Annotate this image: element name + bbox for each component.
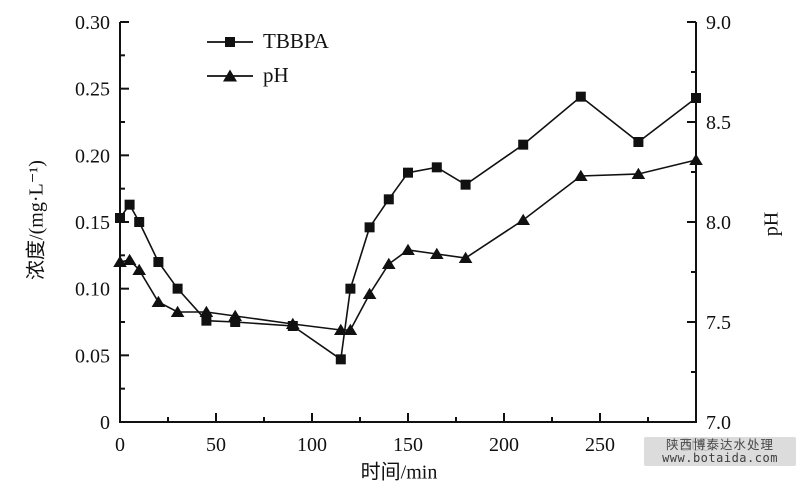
y-left-tick-label: 0 [100, 412, 110, 434]
y-right-tick-label: 8.5 [706, 112, 731, 134]
ph-marker [343, 323, 358, 335]
watermark: 陕西博泰达水处理 www.botaida.com [644, 437, 796, 466]
ph-marker [122, 253, 137, 265]
y-left-tick-label: 0.15 [75, 212, 110, 234]
ph-marker [199, 305, 214, 317]
tbbpa-marker [230, 317, 241, 327]
y-axis-title-left: 浓度/(mg·L⁻¹) [25, 160, 48, 280]
x-tick-label: 100 [297, 434, 327, 456]
tbbpa-marker [172, 283, 183, 294]
y-left-tick-label: 0.05 [75, 345, 110, 367]
ph-marker [458, 251, 473, 263]
x-tick-label: 250 [585, 434, 615, 456]
ph-marker [574, 169, 588, 181]
ph-marker [401, 243, 415, 255]
tbbpa-marker [115, 213, 125, 223]
legend-label-tbbpa: TBBPA [263, 29, 329, 53]
legend-item-tbbpa: TBBPA [207, 29, 329, 54]
x-tick-label: 200 [489, 434, 519, 456]
tbbpa-marker [575, 91, 586, 102]
x-tick-label: 50 [206, 434, 226, 456]
tbbpa-marker [460, 179, 471, 190]
y-axis-title-right: pH [760, 211, 783, 237]
y-right-tick-label: 7.5 [706, 312, 731, 334]
triangle-marker-icon [207, 69, 253, 81]
ph-marker [362, 287, 377, 299]
watermark-url: www.botaida.com [662, 451, 778, 465]
ph-marker [382, 257, 396, 269]
y-left-tick-label: 0.10 [75, 279, 110, 301]
ph-marker [228, 309, 242, 321]
tbbpa-marker [691, 93, 701, 103]
ph-marker [334, 323, 348, 335]
ph-marker [286, 317, 300, 329]
legend: TBBPA pH [207, 29, 329, 88]
ph-marker [516, 213, 530, 225]
tbbpa-marker [124, 199, 135, 210]
ph-marker [151, 295, 166, 307]
square-marker-icon [207, 36, 253, 47]
y-right-tick-label: 8.0 [706, 212, 731, 234]
ph-marker [430, 247, 444, 259]
y-right-tick-label: 9.0 [706, 12, 731, 34]
legend-label-ph: pH [263, 63, 289, 87]
x-axis-title: 时间/min [360, 461, 438, 484]
y-left-tick-label: 0.20 [75, 145, 110, 167]
x-tick-label: 150 [393, 434, 423, 456]
tbbpa-marker [518, 139, 529, 150]
tbbpa-marker [403, 167, 413, 178]
x-tick-label: 0 [115, 434, 125, 456]
legend-item-ph: pH [207, 63, 329, 88]
tbbpa-marker [383, 194, 394, 205]
y-left-tick-label: 0.30 [75, 12, 110, 34]
tbbpa-marker [335, 354, 346, 365]
y-left-tick-label: 0.25 [75, 79, 110, 101]
y-right-tick-label: 7.0 [706, 412, 731, 434]
tbbpa-marker [134, 217, 145, 227]
ph-marker [170, 305, 185, 317]
ph-marker [631, 167, 646, 179]
tbbpa-marker [345, 283, 356, 294]
watermark-text: 陕西博泰达水处理 [665, 437, 774, 452]
ph-marker [689, 153, 703, 165]
tbbpa-marker [201, 315, 212, 326]
tbbpa-marker [431, 162, 442, 173]
ph-marker [132, 263, 146, 275]
tbbpa-marker [633, 137, 644, 147]
tbbpa-marker [153, 257, 164, 267]
tbbpa-marker [364, 222, 375, 233]
